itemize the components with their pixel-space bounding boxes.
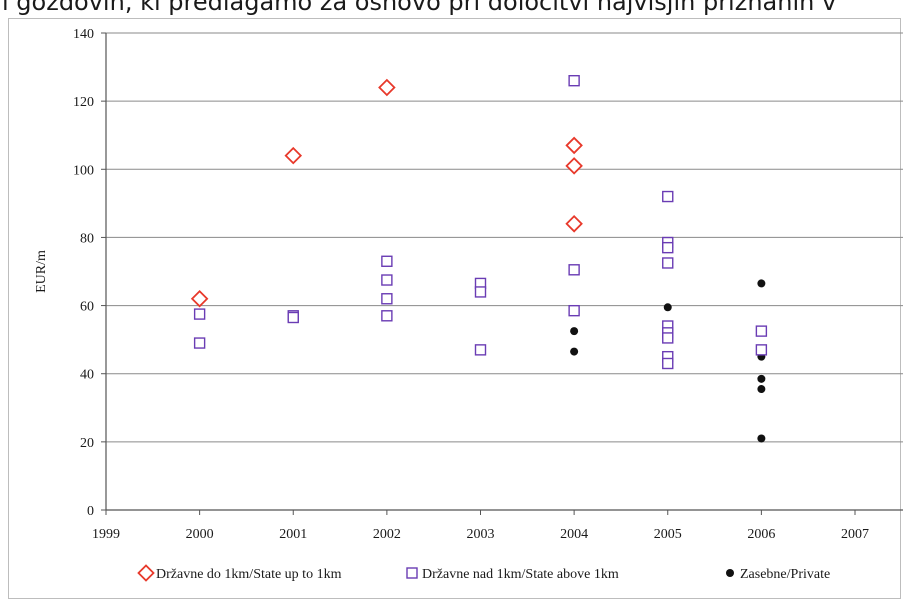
legend-label-3: Zasebne/Private xyxy=(740,567,830,582)
data-points xyxy=(190,74,768,443)
series-2-point xyxy=(755,344,768,356)
y-tick-label: 40 xyxy=(80,368,94,383)
series-3-point xyxy=(570,327,579,336)
x-tick-label: 2007 xyxy=(841,527,869,542)
series-1-point xyxy=(190,289,209,308)
series-3-point xyxy=(757,279,766,288)
x-tick-label: 2000 xyxy=(186,527,214,542)
series-3-point xyxy=(757,385,766,394)
header-text: i gozdovih, ki predlagamo za osnovo pri … xyxy=(2,0,837,16)
series-2-point xyxy=(662,357,674,370)
legend-label-2: Državne nad 1km/State above 1km xyxy=(422,567,619,582)
x-tick-label: 2004 xyxy=(560,527,588,542)
legend-marker-3 xyxy=(726,569,734,577)
y-tick-label: 20 xyxy=(80,436,94,451)
x-tick-label: 2005 xyxy=(654,527,682,542)
legend: Državne do 1km/State up to 1km Državne na… xyxy=(137,564,830,582)
series-1-point xyxy=(565,136,583,155)
series-2-point xyxy=(662,257,674,269)
x-tick-label: 2002 xyxy=(373,527,401,542)
x-tick-label: 2006 xyxy=(747,527,775,542)
series-1-point xyxy=(378,78,396,97)
header-strip: i gozdovih, ki predlagamo za osnovo pri … xyxy=(0,0,903,20)
series-2-point xyxy=(287,311,299,324)
series-1-point xyxy=(565,157,583,175)
series-2-point xyxy=(755,325,768,337)
y-tick-label: 0 xyxy=(87,504,94,519)
y-tick-label: 80 xyxy=(80,231,94,246)
series-3-point xyxy=(570,347,579,356)
series-3-point xyxy=(757,374,766,383)
legend-marker-1 xyxy=(137,564,155,582)
series-2-point xyxy=(381,293,393,305)
y-tick-label: 140 xyxy=(73,27,94,42)
series-2-point xyxy=(193,308,206,320)
series-2-point xyxy=(381,310,393,322)
x-tick-label: 1999 xyxy=(92,527,120,542)
series-2-point xyxy=(568,264,580,276)
x-tick-label: 2003 xyxy=(467,527,495,542)
chart-frame xyxy=(8,18,901,599)
y-tick-label: 60 xyxy=(80,300,94,315)
series-2-point xyxy=(662,241,674,254)
series-1-point xyxy=(565,215,583,233)
series-2-point xyxy=(474,344,487,356)
series-3-point xyxy=(757,434,766,443)
series-2-point xyxy=(474,286,487,298)
series-2-point xyxy=(381,274,393,286)
series-2-point xyxy=(662,332,674,344)
x-tick-label: 2001 xyxy=(279,527,307,542)
y-tick-label: 120 xyxy=(73,95,94,110)
series-3-point xyxy=(663,303,672,312)
series-1-point xyxy=(284,146,303,165)
y-tick-label: 100 xyxy=(73,163,94,178)
series-2-point xyxy=(568,304,580,317)
grid-lines xyxy=(106,32,903,443)
series-2-point xyxy=(381,255,393,267)
series-2-point xyxy=(662,190,674,203)
legend-label-1: Državne do 1km/State up to 1km xyxy=(156,567,342,582)
y-axis-label: EUR/m xyxy=(34,250,49,293)
axes: 0 20 40 60 80 100 120 140 1999 2000 2001 2002 2003 20… xyxy=(34,27,903,542)
series-2-point xyxy=(193,337,206,349)
series-2-point xyxy=(568,74,580,87)
legend-marker-2 xyxy=(406,567,418,579)
